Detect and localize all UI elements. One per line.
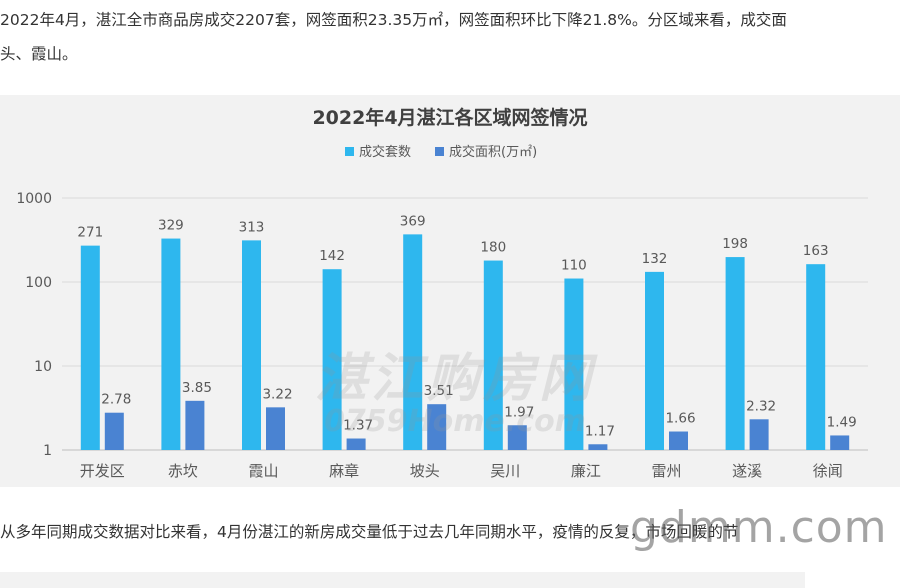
bar-1-8 [645,271,664,450]
bar-chart: 2022年4月湛江各区域网签情况 成交套数 成交面积(万㎡) 1101001000… [16,106,868,480]
chart-legend: 成交套数 成交面积(万㎡) [345,144,537,160]
x-tick-label-3: 霞山 [248,462,278,480]
data-label-1-3: 313 [239,219,265,235]
bar-2-5 [427,404,447,450]
data-label-2-7: 1.17 [585,423,615,439]
bar-1-9 [725,257,745,450]
bar-2-2 [185,400,205,450]
bar-1-7 [564,278,584,450]
data-label-2-9: 2.32 [746,398,776,414]
bar-2-9 [749,419,769,450]
bar-1-4 [322,269,342,450]
watermark-line-1: 湛江购房网 [314,349,595,409]
bar-2-8 [669,431,688,450]
data-label-1-7: 110 [561,258,587,274]
data-label-2-2: 3.85 [182,380,212,396]
data-label-1-5: 369 [400,213,426,229]
x-tick-label-8: 雷州 [651,462,681,480]
article-paragraph-1-line-1: 2022年4月，湛江全市商品房成交2207套，网签面积23.35万㎡，网签面积环… [0,11,787,29]
article-paragraph-2: 从多年同期成交数据对比来看，4月份湛江的新房成交量低于过去几年同期水平，疫情的反… [0,523,739,541]
data-label-1-8: 132 [642,251,668,267]
bar-1-2 [161,238,181,450]
data-label-2-1: 2.78 [101,392,131,408]
x-tick-label-9: 遂溪 [732,462,762,480]
watermark-line-2: 0759Home.com [324,404,586,439]
legend-label-1: 成交套数 [359,144,411,160]
legend-swatch-1 [345,147,354,156]
bar-1-3 [242,240,261,450]
data-label-1-9: 198 [722,236,748,252]
site-watermark: gdmm.com [630,502,888,553]
chart-panel: 2022年4月湛江各区域网签情况 成交套数 成交面积(万㎡) 1 10 100 1000… [0,95,900,487]
article-paragraph-1-line-2: 头、霞山。 [0,45,78,63]
data-label-2-8: 1.66 [665,411,695,427]
x-tick-label-5: 坡头 [410,462,440,480]
bar-2-10 [830,435,850,450]
data-label-2-4: 1.37 [343,418,373,434]
bar-1-6 [483,260,503,450]
bar-2-7 [588,444,608,450]
data-label-2-6: 1.97 [504,404,534,420]
data-label-1-6: 180 [480,240,506,256]
bar-2-1 [104,412,124,450]
bar-2-3 [266,407,285,450]
y-tick-label-1: 1 [43,443,52,459]
y-tick-label-10: 10 [34,359,52,375]
y-tick-label-1000: 1000 [16,191,52,207]
x-tick-label-10: 徐闻 [813,462,843,480]
bar-1-5 [403,234,423,450]
x-tick-label-7: 廉江 [571,462,601,480]
watermark: 湛江购房网 0759Home.com [300,353,610,437]
data-label-2-10: 1.49 [827,414,857,430]
data-label-2-5: 3.51 [424,383,454,399]
data-label-1-2: 329 [158,218,184,234]
x-tick-label-1: 开发区 [80,462,125,480]
bar-2-6 [507,425,527,450]
chart-labels: 271 2.78 开发区 329 3.85 赤坎 313 3.22 霞山 142 1.37 麻章 369… [77,213,856,480]
next-chart-panel [0,572,805,588]
x-tick-label-2: 赤坎 [168,462,198,480]
data-label-1-4: 142 [319,248,345,264]
legend-swatch-2 [435,147,444,156]
bar-2-4 [346,438,366,450]
x-tick-label-6: 吴川 [490,462,520,480]
chart-title: 2022年4月湛江各区域网签情况 [312,106,587,129]
data-label-1-1: 271 [77,225,103,241]
y-tick-label-100: 100 [25,275,52,291]
data-label-1-10: 163 [803,243,829,259]
legend-label-2: 成交面积(万㎡) [449,144,537,160]
bar-1-10 [806,264,826,450]
chart-bars [80,234,850,450]
data-label-2-3: 3.22 [262,386,292,402]
x-tick-label-4: 麻章 [329,462,359,480]
bar-1-1 [80,245,100,450]
